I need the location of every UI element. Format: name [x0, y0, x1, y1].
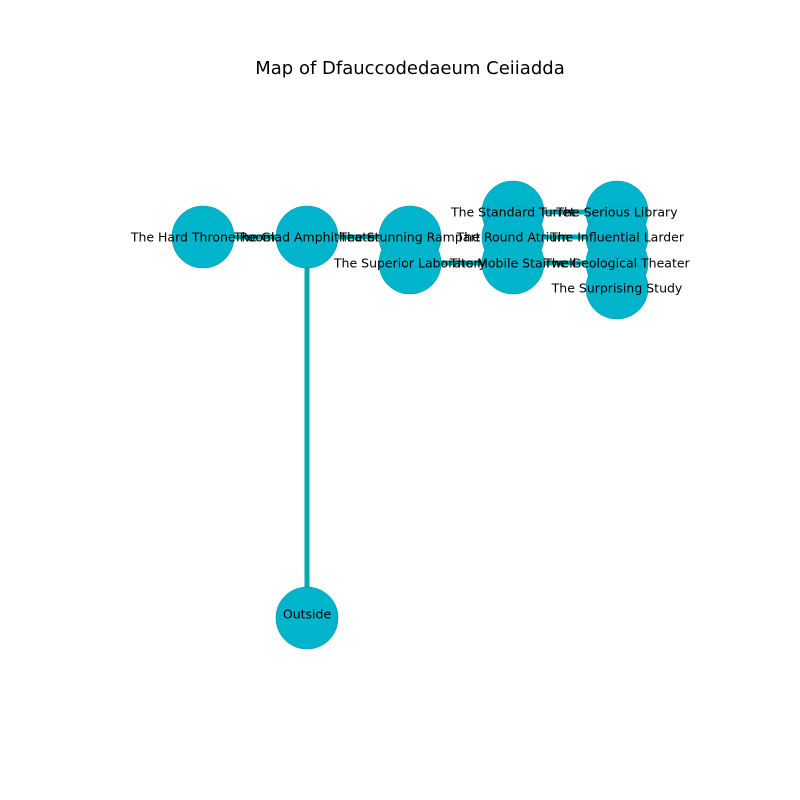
rooms-layer: [172, 181, 648, 649]
room-label-outside: Outside: [283, 607, 332, 622]
room-label-surprising-study: The Surprising Study: [551, 281, 683, 296]
room-label-geological-theater: The Geological Theater: [543, 256, 690, 271]
room-label-serious-library: The Serious Library: [555, 205, 678, 220]
map-title: Map of Dfauccodedaeum Ceiiadda: [255, 58, 564, 79]
room-label-influential-larder: The Influential Larder: [549, 230, 685, 245]
